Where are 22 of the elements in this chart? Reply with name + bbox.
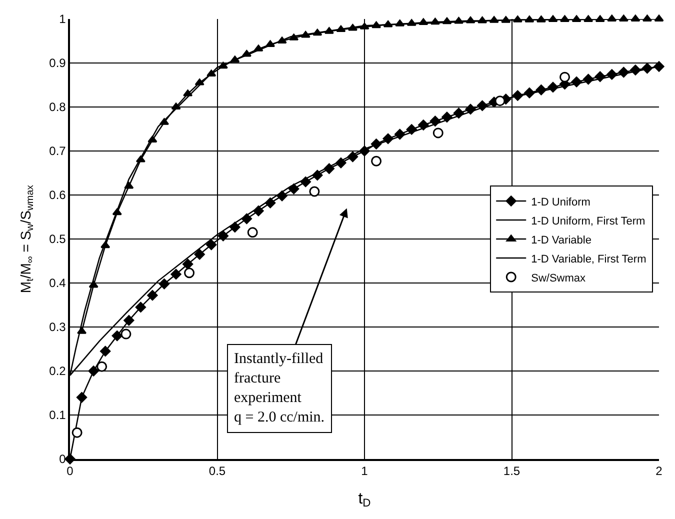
annotation: Instantly-filled fracture experiment q = 2.0 cc/min. xyxy=(234,351,325,426)
y-tick-label: 1 xyxy=(59,12,66,26)
y-tick-label: 0.9 xyxy=(49,56,66,70)
y-tick-label: 0.5 xyxy=(49,232,66,246)
x-axis-title: t$_{D}$ xyxy=(358,490,371,510)
x-tick-label: 2 xyxy=(656,464,663,478)
y-tick-label: 0.2 xyxy=(49,364,66,378)
legend-label: Sw/Swmax xyxy=(531,272,586,284)
y-tick-label: 0.1 xyxy=(49,408,66,422)
y-tick-label: 0.6 xyxy=(49,188,66,202)
legend-label: 1-D Variable xyxy=(531,234,592,246)
x-tick-label: 1 xyxy=(361,464,368,478)
legend-label: 1-D Uniform xyxy=(531,196,590,208)
y-tick-label: 0.7 xyxy=(49,144,66,158)
y-tick-label: 0 xyxy=(59,452,66,466)
y-tick-label: 0.4 xyxy=(49,276,66,290)
x-tick-label: 1.5 xyxy=(503,464,520,478)
legend-label: 1-D Variable, First Term xyxy=(531,253,646,266)
y-tick-label: 0.8 xyxy=(49,100,66,114)
y-tick-label: 0.3 xyxy=(49,320,66,334)
legend-label: 1-D Uniform, First Term xyxy=(531,215,646,228)
x-tick-label: 0.5 xyxy=(208,464,226,478)
